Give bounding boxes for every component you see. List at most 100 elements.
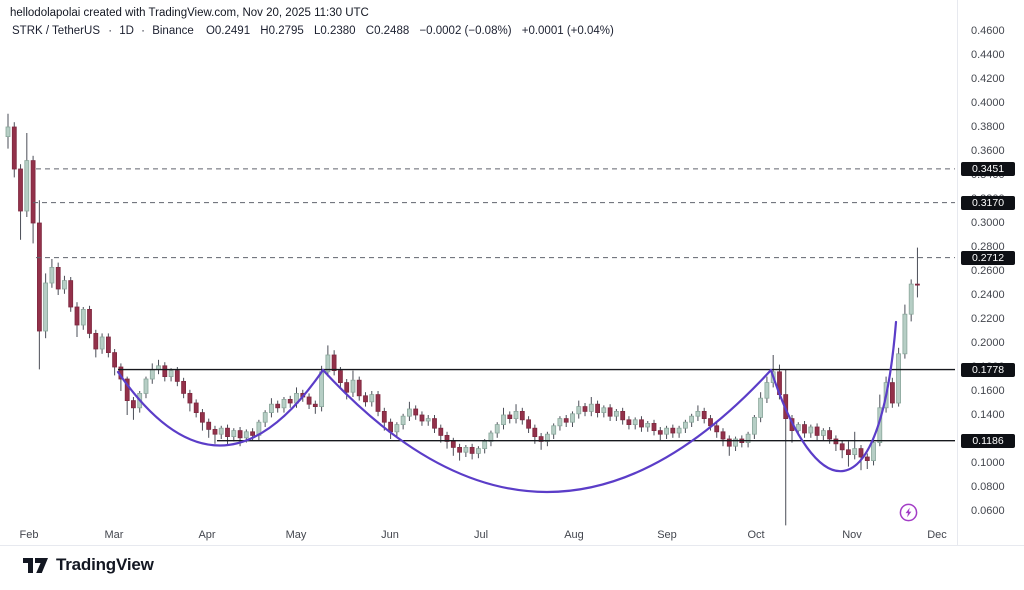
candle[interactable] <box>438 424 444 443</box>
candle[interactable] <box>5 113 11 149</box>
candle[interactable] <box>526 416 531 433</box>
candle[interactable] <box>833 435 839 451</box>
candle[interactable] <box>733 436 738 451</box>
candle[interactable] <box>657 427 663 441</box>
candle[interactable] <box>156 359 161 375</box>
candle[interactable] <box>683 419 688 433</box>
candle[interactable] <box>519 407 525 425</box>
candle[interactable] <box>701 407 707 424</box>
candle[interactable] <box>325 345 331 377</box>
candle[interactable] <box>726 435 732 456</box>
candle[interactable] <box>871 437 876 466</box>
candle[interactable] <box>570 411 575 427</box>
candle[interactable] <box>821 428 826 441</box>
candle[interactable] <box>676 425 682 438</box>
candle[interactable] <box>545 431 550 447</box>
candle[interactable] <box>846 441 851 467</box>
candle[interactable] <box>664 425 669 439</box>
candle[interactable] <box>369 391 375 407</box>
tradingview-logo[interactable]: TradingView <box>22 555 154 575</box>
candle[interactable] <box>18 164 23 240</box>
candle[interactable] <box>143 376 149 399</box>
lightning-icon[interactable] <box>899 503 918 522</box>
candle[interactable] <box>908 279 914 322</box>
price-tag-0.1186[interactable]: 0.1186 <box>961 433 1015 448</box>
candle[interactable] <box>30 155 36 244</box>
candle[interactable] <box>551 423 557 439</box>
candle[interactable] <box>563 415 569 427</box>
candle[interactable] <box>400 413 406 430</box>
candle[interactable] <box>595 400 600 418</box>
candle[interactable] <box>225 424 230 445</box>
candle[interactable] <box>350 370 356 397</box>
candle[interactable] <box>99 333 105 354</box>
candle[interactable] <box>507 411 513 424</box>
candle[interactable] <box>557 416 563 431</box>
candle[interactable] <box>720 428 726 447</box>
candle[interactable] <box>388 418 394 439</box>
candle[interactable] <box>206 418 212 438</box>
price-tag-0.3451[interactable]: 0.3451 <box>961 161 1015 176</box>
candle[interactable] <box>281 397 287 413</box>
candle[interactable] <box>419 411 425 426</box>
candle[interactable] <box>24 133 30 217</box>
candle[interactable] <box>576 400 582 419</box>
candle[interactable] <box>413 405 419 420</box>
candle[interactable] <box>494 422 500 438</box>
candle[interactable] <box>689 413 694 427</box>
candle[interactable] <box>130 397 136 420</box>
interval-label[interactable]: 1D <box>119 25 134 37</box>
candle[interactable] <box>607 404 613 421</box>
candle[interactable] <box>394 422 400 437</box>
candle[interactable] <box>858 445 864 471</box>
candle[interactable] <box>588 397 594 417</box>
cup-curve-drawing[interactable] <box>769 320 898 473</box>
candle[interactable] <box>915 247 920 298</box>
candle[interactable] <box>645 421 651 432</box>
candle[interactable] <box>639 416 644 432</box>
candle[interactable] <box>601 405 607 418</box>
candle[interactable] <box>149 363 155 384</box>
candle[interactable] <box>745 431 751 448</box>
candle[interactable] <box>752 415 757 439</box>
candle[interactable] <box>783 369 789 526</box>
candle[interactable] <box>902 304 908 359</box>
candle[interactable] <box>802 421 807 438</box>
candle[interactable] <box>262 410 268 427</box>
candle[interactable] <box>43 273 48 339</box>
candle[interactable] <box>344 379 350 400</box>
candle[interactable] <box>37 200 42 370</box>
candle[interactable] <box>275 400 281 413</box>
cup-curve-drawing[interactable] <box>116 368 325 447</box>
candle[interactable] <box>168 368 174 382</box>
candle[interactable] <box>513 404 519 424</box>
price-tag-0.3170[interactable]: 0.3170 <box>961 195 1015 210</box>
candle[interactable] <box>764 376 770 403</box>
candle[interactable] <box>49 259 55 288</box>
candle[interactable] <box>632 417 638 430</box>
candle[interactable] <box>626 416 632 430</box>
candle[interactable] <box>488 430 494 447</box>
candle[interactable] <box>11 122 17 178</box>
candle[interactable] <box>463 445 469 457</box>
symbol-name[interactable]: STRK / TetherUS <box>12 25 100 37</box>
candle[interactable] <box>62 275 67 294</box>
candle[interactable] <box>55 262 61 295</box>
candle[interactable] <box>890 377 895 408</box>
candle[interactable] <box>475 446 481 459</box>
candle[interactable] <box>375 391 381 417</box>
cup-curve-drawing[interactable] <box>321 368 773 493</box>
candle[interactable] <box>620 407 626 425</box>
candle[interactable] <box>187 389 193 412</box>
candle[interactable] <box>714 422 720 438</box>
candle[interactable] <box>331 350 337 376</box>
price-tag-0.1778[interactable]: 0.1778 <box>961 362 1015 377</box>
candle[interactable] <box>68 277 74 312</box>
candle[interactable] <box>808 424 814 438</box>
candle[interactable] <box>287 395 293 408</box>
price-tag-0.2712[interactable]: 0.2712 <box>961 250 1015 265</box>
candle[interactable] <box>501 407 506 430</box>
candle[interactable] <box>695 405 701 421</box>
candle[interactable] <box>268 398 274 418</box>
